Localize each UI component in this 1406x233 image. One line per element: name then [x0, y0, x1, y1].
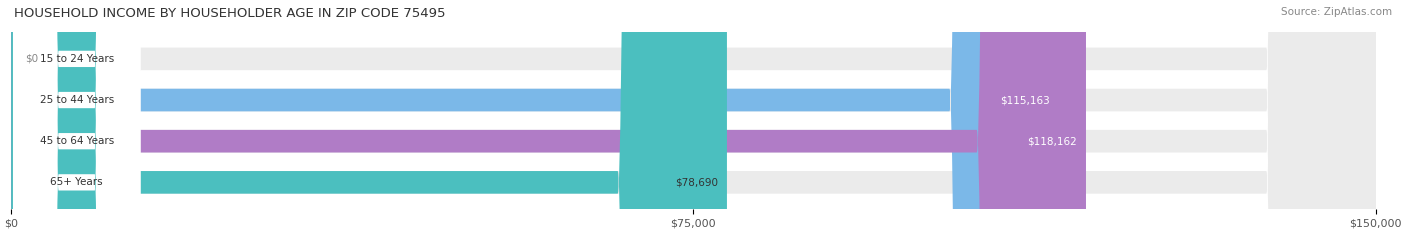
FancyBboxPatch shape	[11, 0, 727, 233]
Text: $0: $0	[25, 54, 38, 64]
FancyBboxPatch shape	[11, 0, 1085, 233]
FancyBboxPatch shape	[13, 0, 141, 233]
FancyBboxPatch shape	[11, 0, 1375, 233]
Text: HOUSEHOLD INCOME BY HOUSEHOLDER AGE IN ZIP CODE 75495: HOUSEHOLD INCOME BY HOUSEHOLDER AGE IN Z…	[14, 7, 446, 20]
Text: $118,162: $118,162	[1028, 136, 1077, 146]
FancyBboxPatch shape	[11, 0, 1375, 233]
FancyBboxPatch shape	[13, 0, 141, 233]
Text: $115,163: $115,163	[1000, 95, 1050, 105]
Text: Source: ZipAtlas.com: Source: ZipAtlas.com	[1281, 7, 1392, 17]
FancyBboxPatch shape	[11, 0, 1375, 233]
Text: 15 to 24 Years: 15 to 24 Years	[39, 54, 114, 64]
Text: 45 to 64 Years: 45 to 64 Years	[39, 136, 114, 146]
Text: 25 to 44 Years: 25 to 44 Years	[39, 95, 114, 105]
FancyBboxPatch shape	[13, 0, 141, 233]
Text: 65+ Years: 65+ Years	[51, 177, 103, 187]
FancyBboxPatch shape	[11, 0, 1375, 233]
FancyBboxPatch shape	[11, 0, 1059, 233]
FancyBboxPatch shape	[13, 0, 141, 233]
Text: $78,690: $78,690	[675, 177, 718, 187]
